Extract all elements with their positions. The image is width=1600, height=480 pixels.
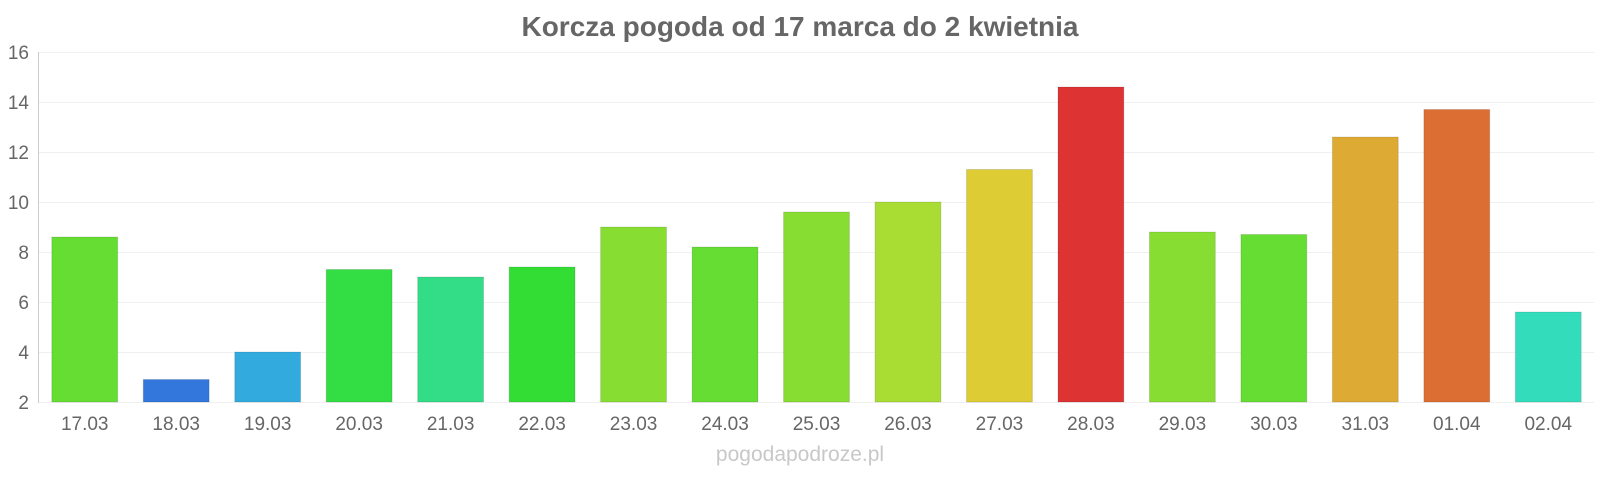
x-tick-label: 25.03 [793, 414, 841, 435]
bar-21.03 [417, 276, 485, 403]
x-tick-label: 01.04 [1433, 414, 1481, 435]
y-axis-ticks: 2 4 6 8 10 12 14 16 [8, 43, 30, 414]
bar-17.03 [51, 236, 119, 403]
x-tick-label: 21.03 [427, 414, 475, 435]
y-tick-label: 6 [18, 293, 29, 314]
x-tick-label: 27.03 [976, 414, 1024, 435]
x-tick-label: 28.03 [1067, 414, 1115, 435]
bar-31.03 [1331, 136, 1399, 403]
bar-27.03 [966, 169, 1033, 403]
y-tick-label: 14 [8, 93, 30, 114]
bar-30.03 [1240, 234, 1308, 403]
bar-02.04 [1514, 311, 1582, 403]
bar-22.03 [508, 266, 576, 403]
x-tick-label: 02.04 [1524, 414, 1572, 435]
x-tick-label: 19.03 [244, 414, 292, 435]
x-tick-label: 22.03 [518, 414, 566, 435]
watermark-text: pogodapodroze.pl [716, 443, 884, 466]
y-tick-label: 10 [8, 193, 29, 214]
bar-23.03 [600, 226, 667, 403]
x-axis-ticks: 17.03 18.03 19.03 20.03 21.03 22.03 23.03 24.03… [61, 414, 1573, 435]
bar-28.03 [1057, 86, 1125, 403]
bar-29.03 [1148, 231, 1216, 403]
x-tick-label: 18.03 [152, 414, 200, 435]
x-tick-label: 24.03 [701, 414, 749, 435]
x-tick-label: 20.03 [335, 414, 383, 435]
x-tick-label: 23.03 [610, 414, 658, 435]
x-tick-label: 29.03 [1159, 414, 1207, 435]
bar-18.03 [142, 379, 210, 403]
bar-24.03 [691, 246, 759, 403]
y-tick-label: 4 [18, 343, 29, 364]
y-tick-label: 8 [18, 243, 29, 264]
bar-26.03 [874, 201, 942, 403]
x-tick-label: 26.03 [884, 414, 932, 435]
bar-01.04 [1423, 109, 1491, 403]
y-tick-label: 16 [8, 43, 29, 64]
chart-title: Korcza pogoda od 17 marca do 2 kwietnia [521, 11, 1078, 42]
bars [51, 86, 1582, 403]
y-tick-label: 12 [8, 143, 29, 164]
bar-20.03 [325, 269, 393, 403]
x-tick-label: 31.03 [1342, 414, 1390, 435]
x-tick-label: 30.03 [1250, 414, 1298, 435]
y-tick-label: 2 [18, 393, 29, 414]
bar-25.03 [783, 211, 850, 403]
bar-19.03 [234, 351, 302, 403]
x-tick-label: 17.03 [61, 414, 109, 435]
